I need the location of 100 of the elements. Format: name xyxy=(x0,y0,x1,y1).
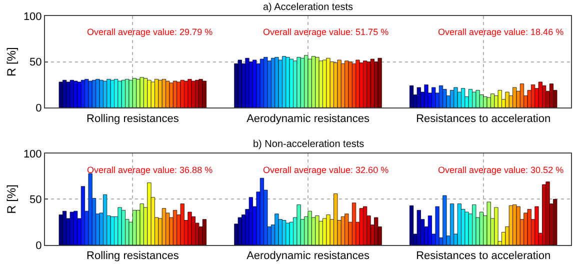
bar xyxy=(140,204,144,245)
bar xyxy=(245,58,250,108)
bar xyxy=(454,87,458,108)
bar xyxy=(128,80,133,108)
bar xyxy=(538,82,542,108)
bar xyxy=(553,199,558,245)
bar xyxy=(416,87,421,108)
bar xyxy=(527,209,532,245)
x-tick-label: Aerodynamic resistances xyxy=(246,250,370,262)
y-tick-label: 50 xyxy=(30,194,42,206)
bar xyxy=(188,212,192,245)
bar xyxy=(520,84,524,108)
bar xyxy=(188,79,192,108)
y-tick-label: 100 xyxy=(23,10,42,23)
bar xyxy=(457,204,462,245)
bar xyxy=(318,60,323,108)
bar xyxy=(428,215,432,245)
bar xyxy=(147,182,152,245)
y-axis-title: R [%] xyxy=(4,47,19,76)
bar xyxy=(424,84,428,108)
bar xyxy=(118,80,122,108)
bar xyxy=(348,62,352,108)
bar xyxy=(326,58,330,108)
bar xyxy=(308,58,312,108)
bar xyxy=(542,85,546,108)
bar xyxy=(498,90,502,108)
bar xyxy=(238,217,242,245)
bar xyxy=(198,79,203,108)
y-tick-label: 0 xyxy=(36,102,42,114)
bar xyxy=(378,58,382,108)
bar xyxy=(110,216,114,245)
chart-title: b) Non-acceleration tests xyxy=(253,139,364,150)
bar xyxy=(296,57,301,108)
bar xyxy=(409,205,414,245)
bar xyxy=(238,60,242,108)
bar xyxy=(88,80,92,108)
y-tick-label: 100 xyxy=(23,148,42,160)
bar xyxy=(99,80,104,108)
bar xyxy=(58,214,63,245)
bar xyxy=(274,214,279,245)
bar xyxy=(70,212,74,245)
annotation: Overall average value: 51.75 % xyxy=(263,27,389,37)
bar xyxy=(180,80,184,108)
bar xyxy=(286,222,290,245)
bar xyxy=(442,195,447,245)
bar xyxy=(534,206,539,245)
bar xyxy=(363,206,368,245)
y-tick-label: 50 xyxy=(30,56,42,69)
bar xyxy=(180,204,184,245)
bar xyxy=(74,210,78,245)
bar xyxy=(374,217,378,245)
bar xyxy=(344,214,349,245)
x-tick-label: Aerodynamic resistances xyxy=(246,112,370,125)
bar xyxy=(267,60,272,108)
bar xyxy=(352,202,356,245)
bar xyxy=(409,85,414,108)
bar xyxy=(140,77,144,108)
bar xyxy=(169,82,174,108)
bar xyxy=(476,90,480,108)
bar xyxy=(337,60,342,108)
bar xyxy=(359,62,364,108)
y-tick-label: 0 xyxy=(36,240,42,252)
bar xyxy=(58,82,63,108)
bar xyxy=(366,62,371,108)
bar xyxy=(296,204,301,245)
bar xyxy=(505,92,510,108)
x-tick-label: Resistances to acceleration xyxy=(416,250,551,262)
bar xyxy=(110,80,114,108)
bar xyxy=(88,173,92,245)
bar xyxy=(147,80,152,108)
bar xyxy=(512,87,517,108)
bar xyxy=(432,87,436,108)
bar xyxy=(442,89,447,108)
bar xyxy=(334,194,338,245)
annotation: Overall average value: 30.52 % xyxy=(438,165,564,175)
bar xyxy=(308,210,312,245)
bar xyxy=(326,214,330,245)
bar xyxy=(461,88,466,108)
bar xyxy=(494,207,498,245)
bar xyxy=(118,207,122,245)
bar xyxy=(464,212,469,245)
bar xyxy=(80,186,85,245)
bar xyxy=(472,204,476,245)
bar xyxy=(435,206,440,245)
y-axis-title: R [%] xyxy=(4,184,19,214)
bar xyxy=(77,82,82,108)
bar xyxy=(315,215,320,245)
chart-title: a) Acceleration tests xyxy=(263,2,354,13)
x-tick-label: Rolling resistances xyxy=(86,250,180,262)
x-tick-label: Rolling resistances xyxy=(86,112,180,125)
annotation: Overall average value: 36.88 % xyxy=(87,165,213,175)
bar xyxy=(416,210,421,245)
bar xyxy=(486,97,491,108)
bar xyxy=(202,219,207,245)
bar xyxy=(103,194,108,245)
bar xyxy=(486,202,491,245)
bar xyxy=(158,80,162,108)
bar xyxy=(286,57,290,108)
annotation: Overall average value: 18.46 % xyxy=(438,27,564,37)
x-tick-label: Resistances to acceleration xyxy=(416,112,551,125)
